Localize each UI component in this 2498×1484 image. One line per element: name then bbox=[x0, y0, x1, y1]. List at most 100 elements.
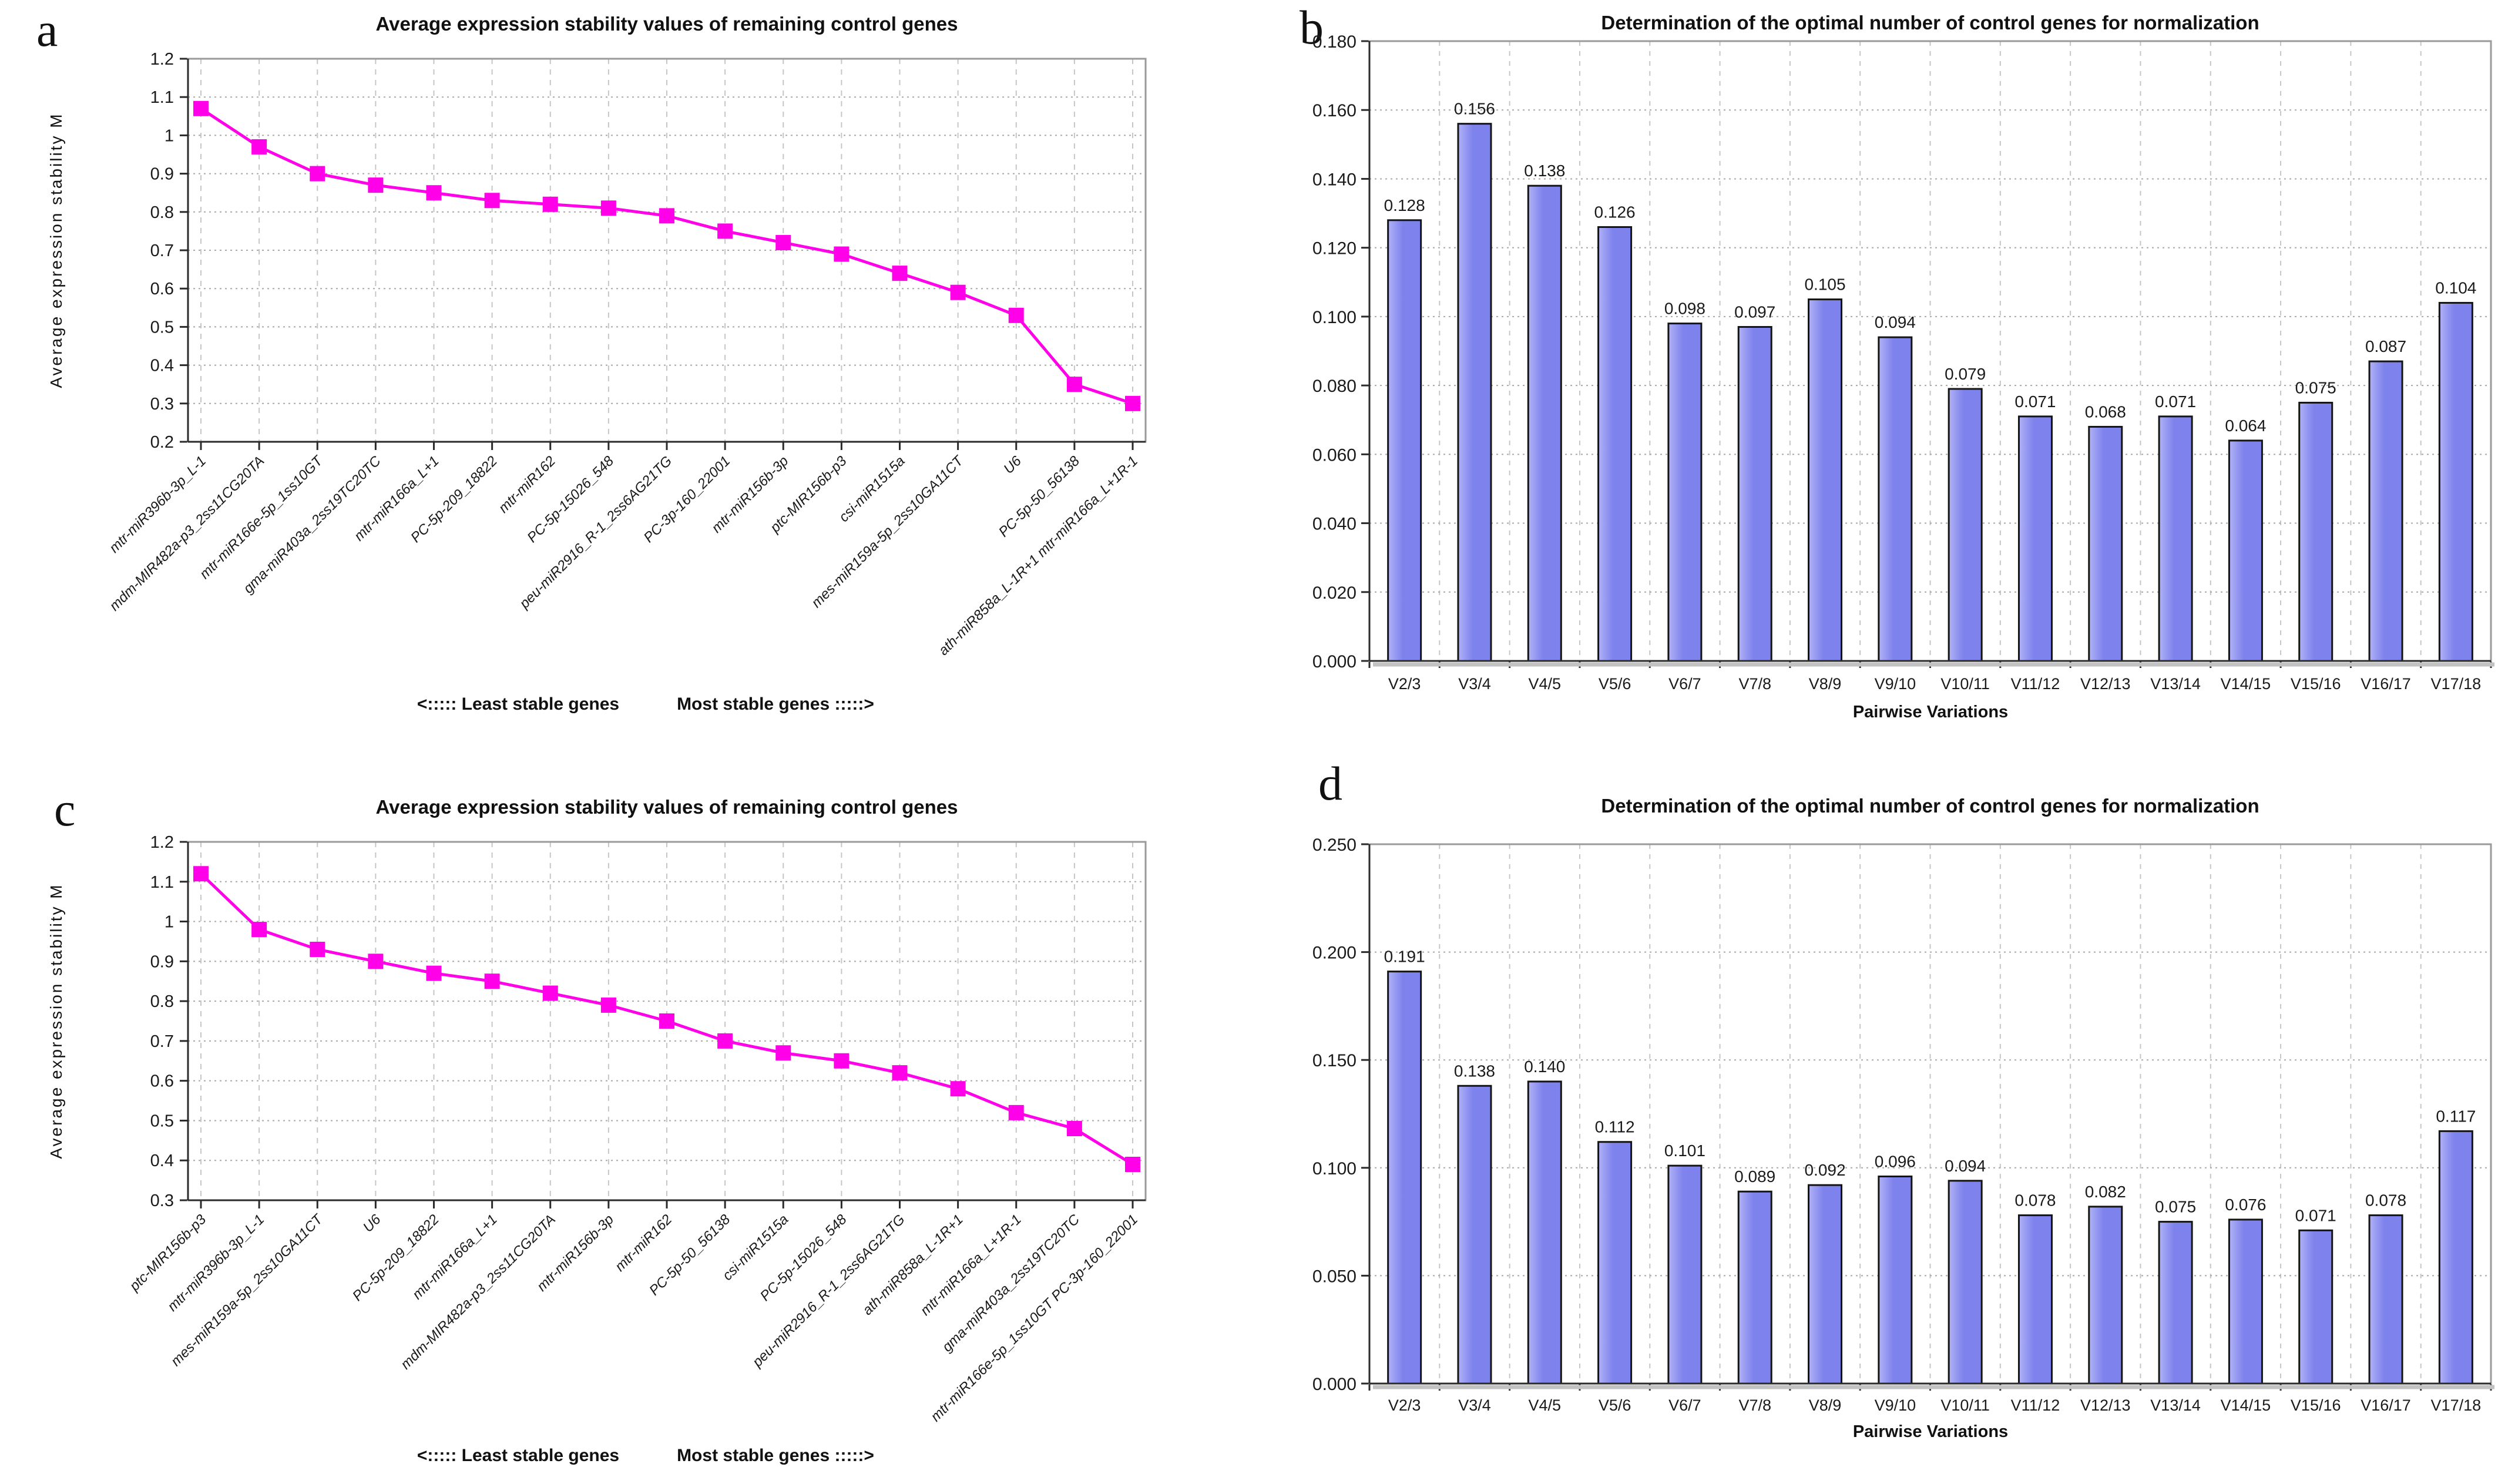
bar-value-label: 0.097 bbox=[1734, 303, 1775, 321]
x-category-label: V6/7 bbox=[1668, 675, 1701, 693]
data-point-marker bbox=[950, 284, 966, 300]
data-point-marker bbox=[717, 223, 733, 239]
bar-value-label: 0.071 bbox=[2295, 1206, 2336, 1224]
panel-c-title: Average expression stability values of r… bbox=[375, 796, 958, 818]
bar bbox=[1737, 325, 1772, 662]
bar bbox=[1457, 123, 1492, 662]
data-point-marker bbox=[659, 208, 674, 224]
data-point-marker bbox=[251, 922, 267, 938]
panel-a-title: Average expression stability values of r… bbox=[375, 13, 958, 35]
y-tick-label: 0.020 bbox=[1312, 583, 1357, 603]
bar-value-label: 0.075 bbox=[2295, 378, 2336, 397]
panel-c-most-stable-annotation: Most stable genes :::::> bbox=[677, 1446, 874, 1465]
y-tick-label: 0.8 bbox=[150, 203, 174, 222]
panel-b-bar-chart: 0.000 0.020 0.040 0.060 0.080 0.100 0.120 0.140… bbox=[1312, 32, 2494, 693]
y-tick-label: 0.2 bbox=[150, 433, 174, 452]
bar bbox=[1597, 226, 1633, 662]
bar bbox=[1878, 1175, 1913, 1385]
y-tick-label: 0.150 bbox=[1312, 1051, 1357, 1070]
bar bbox=[1808, 1184, 1843, 1385]
x-category-label: V13/14 bbox=[2150, 675, 2201, 693]
y-tick-label: 0.050 bbox=[1312, 1267, 1357, 1286]
bar bbox=[2298, 401, 2334, 662]
bar bbox=[2017, 1214, 2053, 1385]
bar bbox=[2298, 1229, 2334, 1385]
bar-value-label: 0.089 bbox=[1734, 1167, 1775, 1186]
bar bbox=[1597, 1141, 1633, 1385]
data-point-marker bbox=[484, 193, 500, 209]
panel-d-bar-chart: 0.000 0.050 0.100 0.150 0.200 0.250 V2/3 V3/4 V4… bbox=[1312, 835, 2494, 1414]
x-category-label: mtr-miR166e-5p_1ss10GT bbox=[197, 452, 327, 582]
panel-b-title: Determination of the optimal number of c… bbox=[1601, 12, 2259, 33]
x-category-label: V12/13 bbox=[2080, 1396, 2131, 1414]
bar bbox=[1737, 1190, 1772, 1385]
x-category-label: V11/12 bbox=[2011, 1396, 2060, 1414]
panel-letter-b: b bbox=[1300, 1, 1324, 54]
data-point-marker bbox=[310, 942, 325, 957]
bar bbox=[2088, 425, 2123, 662]
bar-value-label: 0.071 bbox=[2014, 392, 2056, 411]
bar bbox=[2017, 415, 2053, 662]
x-category-label: V14/15 bbox=[2221, 1396, 2271, 1414]
data-point-marker bbox=[368, 953, 384, 969]
data-point-marker bbox=[659, 1013, 674, 1029]
y-tick-label: 1.2 bbox=[150, 50, 174, 69]
x-category-label: V15/16 bbox=[2291, 675, 2341, 693]
bar-value-label: 0.064 bbox=[2225, 417, 2266, 435]
data-point-marker bbox=[542, 985, 558, 1001]
bar-value-label: 0.094 bbox=[1945, 1157, 1986, 1175]
bar-value-label: 0.078 bbox=[2365, 1191, 2406, 1210]
x-category-label: V2/3 bbox=[1388, 1396, 1421, 1414]
bar-value-label: 0.082 bbox=[2085, 1183, 2126, 1201]
bar bbox=[1527, 184, 1562, 662]
bar bbox=[1457, 1085, 1492, 1385]
y-tick-label: 0.5 bbox=[150, 1112, 174, 1130]
x-category-label: V8/9 bbox=[1809, 675, 1842, 693]
x-category-label: V5/6 bbox=[1599, 675, 1631, 693]
x-category-label: V2/3 bbox=[1388, 675, 1421, 693]
y-tick-label: 0.4 bbox=[150, 1151, 174, 1170]
y-tick-label: 0.200 bbox=[1312, 944, 1357, 963]
bar bbox=[1667, 1164, 1703, 1385]
data-point-marker bbox=[950, 1081, 966, 1097]
y-tick-label: 0.180 bbox=[1312, 32, 1357, 52]
panel-d-title: Determination of the optimal number of c… bbox=[1601, 795, 2259, 817]
y-tick-label: 0.000 bbox=[1312, 1375, 1357, 1394]
data-point-marker bbox=[775, 234, 791, 250]
panel-c-line-chart: 0.30.40.50.60.70.80.911.11.2ptc-MIR156b-… bbox=[126, 833, 1147, 1425]
y-tick-label: 0.040 bbox=[1312, 515, 1357, 534]
x-category-label: mtr-miR396b-3p_L-1 bbox=[106, 453, 209, 556]
y-tick-label: 0.000 bbox=[1312, 652, 1357, 672]
x-category-label: V8/9 bbox=[1809, 1396, 1842, 1414]
bar-value-label: 0.079 bbox=[1945, 365, 1986, 383]
bar-value-label: 0.094 bbox=[1875, 313, 1916, 331]
y-tick-label: 0.060 bbox=[1312, 445, 1357, 465]
data-point-marker bbox=[717, 1033, 733, 1049]
x-category-label: V12/13 bbox=[2080, 675, 2131, 693]
y-tick-label: 0.250 bbox=[1312, 835, 1357, 855]
bar bbox=[1808, 298, 1843, 662]
data-point-marker bbox=[193, 866, 209, 882]
y-tick-label: 0.100 bbox=[1312, 308, 1357, 327]
y-tick-label: 0.7 bbox=[150, 241, 174, 260]
data-point-marker bbox=[426, 965, 442, 981]
x-category-label: V3/4 bbox=[1458, 1396, 1491, 1414]
y-tick-label: 1.1 bbox=[150, 873, 174, 892]
bar bbox=[2368, 360, 2403, 662]
gridlines bbox=[188, 842, 1146, 1200]
y-tick-label: 0.160 bbox=[1312, 101, 1357, 120]
x-category-label: mtr-miR166a_L+1R-1 bbox=[918, 1211, 1025, 1318]
y-tick-label: 1 bbox=[164, 126, 174, 145]
x-category-label: mtr-miR162 bbox=[612, 1211, 675, 1274]
bar bbox=[1948, 1180, 1983, 1385]
data-point-marker bbox=[1008, 1104, 1024, 1120]
x-category-label: V9/10 bbox=[1875, 1396, 1916, 1414]
panel-b-x-axis-label: Pairwise Variations bbox=[1852, 703, 2009, 721]
bar bbox=[2088, 1206, 2123, 1385]
bar bbox=[2158, 415, 2193, 662]
bar bbox=[1948, 388, 1983, 662]
y-tick-label: 0.8 bbox=[150, 992, 174, 1011]
data-point-marker bbox=[426, 185, 442, 201]
x-category-label: V16/17 bbox=[2361, 1396, 2411, 1414]
